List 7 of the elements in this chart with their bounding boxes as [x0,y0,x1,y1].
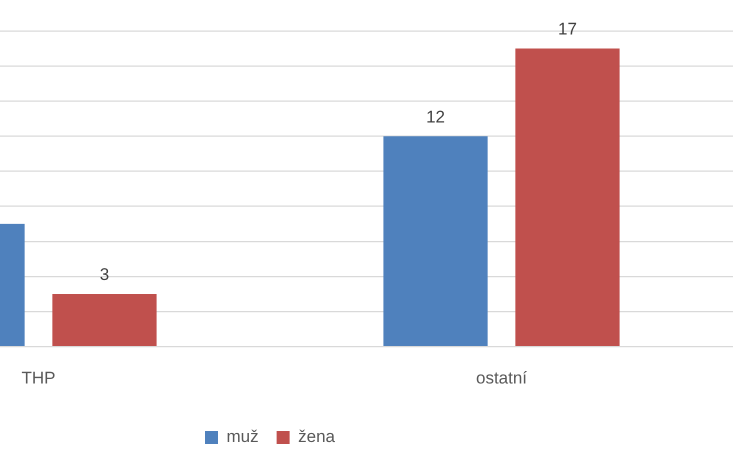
data-label: 3 [100,265,110,284]
legend-label: muž [226,427,259,446]
data-label: 17 [558,20,577,39]
data-label: 12 [426,107,445,126]
legend-label: žena [298,427,336,446]
x-tick-label: THP [22,368,56,388]
x-tick-label: ostatní [476,368,528,388]
